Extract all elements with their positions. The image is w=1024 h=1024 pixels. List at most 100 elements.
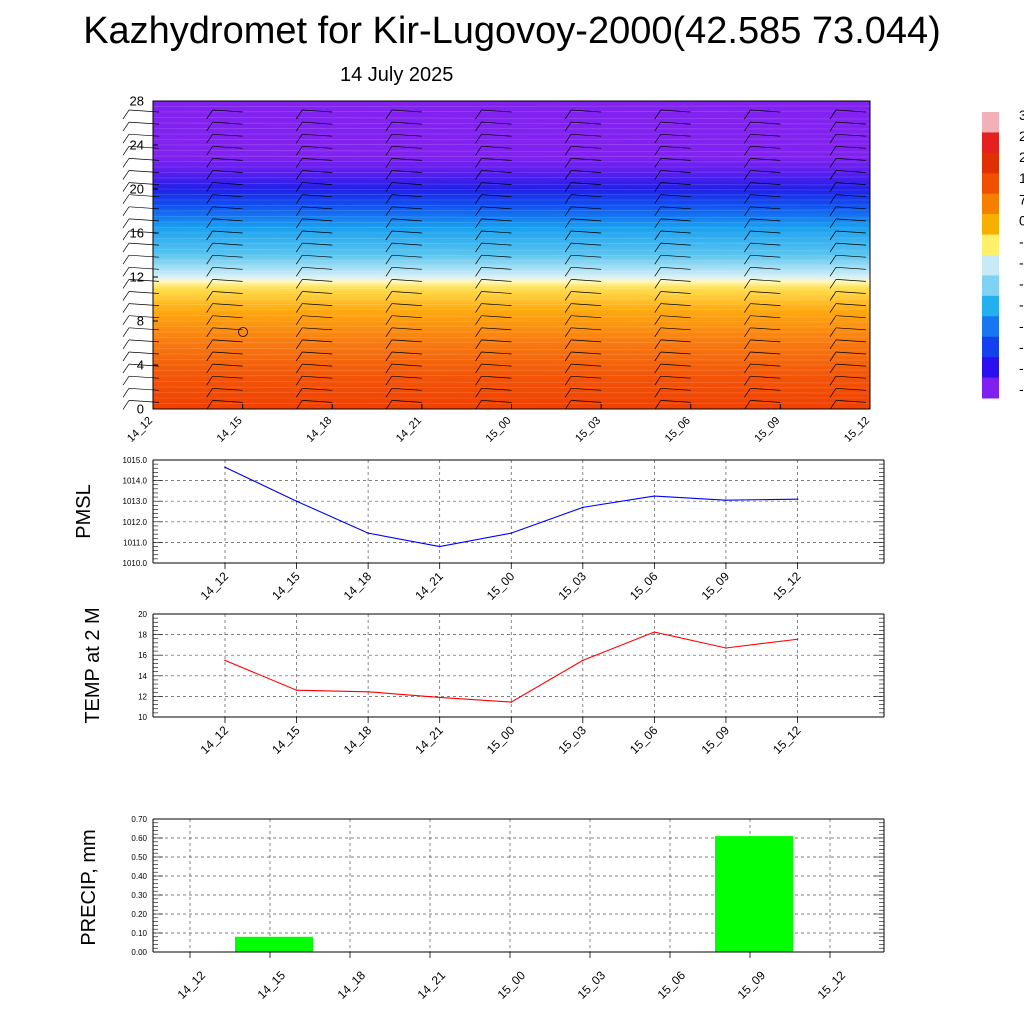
wind-barb	[128, 327, 160, 331]
wind-barb-feather	[122, 291, 130, 301]
wind-barb	[302, 303, 333, 306]
wind-barb-feather	[295, 279, 303, 289]
wind-barb	[571, 242, 602, 246]
wind-barb	[481, 254, 512, 258]
wind-barb	[660, 121, 691, 125]
wind-barb-feather	[654, 351, 662, 362]
contour-line	[152, 392, 871, 394]
wind-barb	[750, 351, 781, 355]
wind-barb-feather	[206, 315, 213, 325]
y-tick-label: 0.40	[131, 872, 147, 881]
wind-barb	[391, 339, 422, 343]
contour-line	[152, 138, 871, 140]
wind-barb	[391, 109, 422, 113]
wind-barb-feather	[654, 363, 662, 374]
x-tick-label: 15_03	[555, 569, 589, 603]
wind-barb	[660, 170, 691, 173]
wind-barb	[571, 133, 602, 137]
wind-barb	[571, 400, 602, 403]
wind-barb-feather	[295, 376, 303, 386]
wind-barb	[391, 230, 422, 234]
wind-barb-feather	[829, 400, 837, 410]
wind-barb-feather	[564, 170, 572, 180]
wind-barb	[391, 327, 422, 331]
wind-barb-feather	[475, 242, 482, 253]
x-tick-label: 15_06	[627, 569, 661, 603]
page-title: Kazhydromet for Kir-Lugovoy-2000(42.585 …	[83, 10, 941, 52]
pmsl-chart: 1010.0 1011.0 1012.0 1013.0 1014.0 1015.0 14_1…	[73, 456, 885, 603]
wind-barb-feather	[122, 400, 130, 410]
wind-barb-feather	[744, 351, 751, 362]
wind-barb-feather	[475, 279, 482, 289]
contour-line	[152, 260, 871, 262]
pmsl-point	[653, 495, 656, 497]
wind-barb-feather	[122, 388, 130, 398]
pmsl-point	[796, 498, 799, 500]
wind-barb-feather	[829, 170, 837, 180]
wind-barb-feather	[206, 400, 213, 410]
wind-barb-feather	[744, 242, 751, 253]
wind-barb-feather	[385, 218, 393, 229]
wind-barb-feather	[564, 230, 572, 241]
wind-barb-feather	[475, 400, 482, 410]
wind-barb-feather	[385, 279, 393, 289]
wind-barb	[212, 242, 243, 246]
wind-barb-feather	[385, 388, 393, 398]
contour-line	[152, 155, 871, 158]
wind-barb-feather	[829, 351, 837, 362]
wind-barb-feather	[829, 109, 837, 120]
x-tick-label: 15_06	[655, 968, 689, 1002]
wind-barb	[481, 327, 512, 331]
wind-barb-feather	[744, 255, 751, 265]
wind-barb	[128, 121, 160, 125]
wind-barb	[212, 170, 243, 173]
temperature-point	[796, 638, 799, 641]
contour-line	[152, 369, 871, 371]
y-tick-label: 8	[137, 314, 144, 329]
wind-barb-feather	[654, 267, 662, 277]
x-tick-label: 14_21	[394, 415, 424, 445]
wind-barb-feather	[744, 109, 751, 120]
y-tick-label: 16	[138, 651, 147, 660]
wind-barb	[750, 194, 781, 198]
wind-barb-feather	[206, 182, 213, 192]
wind-barb-feather	[829, 218, 837, 229]
wind-barb	[481, 230, 512, 234]
wind-barb-feather	[385, 242, 393, 253]
colorbar-label: -	[1019, 339, 1024, 355]
wind-barb	[660, 315, 691, 319]
pmsl-point	[725, 499, 727, 501]
wind-barb	[128, 400, 160, 403]
wind-barb	[212, 206, 243, 210]
y-tick-label: 16	[130, 226, 144, 241]
wind-barb-feather	[829, 267, 837, 277]
colorbar-label: -	[1019, 381, 1024, 397]
wind-barb	[128, 291, 160, 294]
wind-barb	[212, 291, 243, 294]
wind-barb	[391, 218, 422, 222]
wind-barb-feather	[475, 267, 482, 277]
wind-barb-feather	[829, 339, 837, 350]
wind-barb-feather	[295, 339, 303, 350]
contour-line	[152, 270, 871, 272]
wind-barb	[660, 279, 691, 282]
wind-barb-feather	[122, 194, 130, 204]
wind-barb	[481, 121, 512, 125]
wind-barb-feather	[654, 327, 662, 337]
wind-barb	[835, 291, 867, 294]
wind-barb	[391, 266, 422, 270]
wind-barb-feather	[564, 363, 572, 374]
wind-barb	[750, 109, 781, 113]
x-tick-label: 15_12	[842, 415, 872, 445]
wind-barb	[750, 279, 781, 282]
wind-barb	[750, 182, 781, 185]
wind-barb-feather	[295, 206, 303, 216]
wind-barb	[212, 182, 243, 185]
wind-barb-feather	[564, 206, 572, 216]
wind-barb-feather	[475, 327, 482, 337]
wind-barb	[750, 133, 781, 137]
wind-barb	[750, 170, 781, 173]
wind-barb	[481, 363, 512, 367]
wind-barb-feather	[206, 158, 213, 168]
wind-barb	[481, 291, 512, 294]
